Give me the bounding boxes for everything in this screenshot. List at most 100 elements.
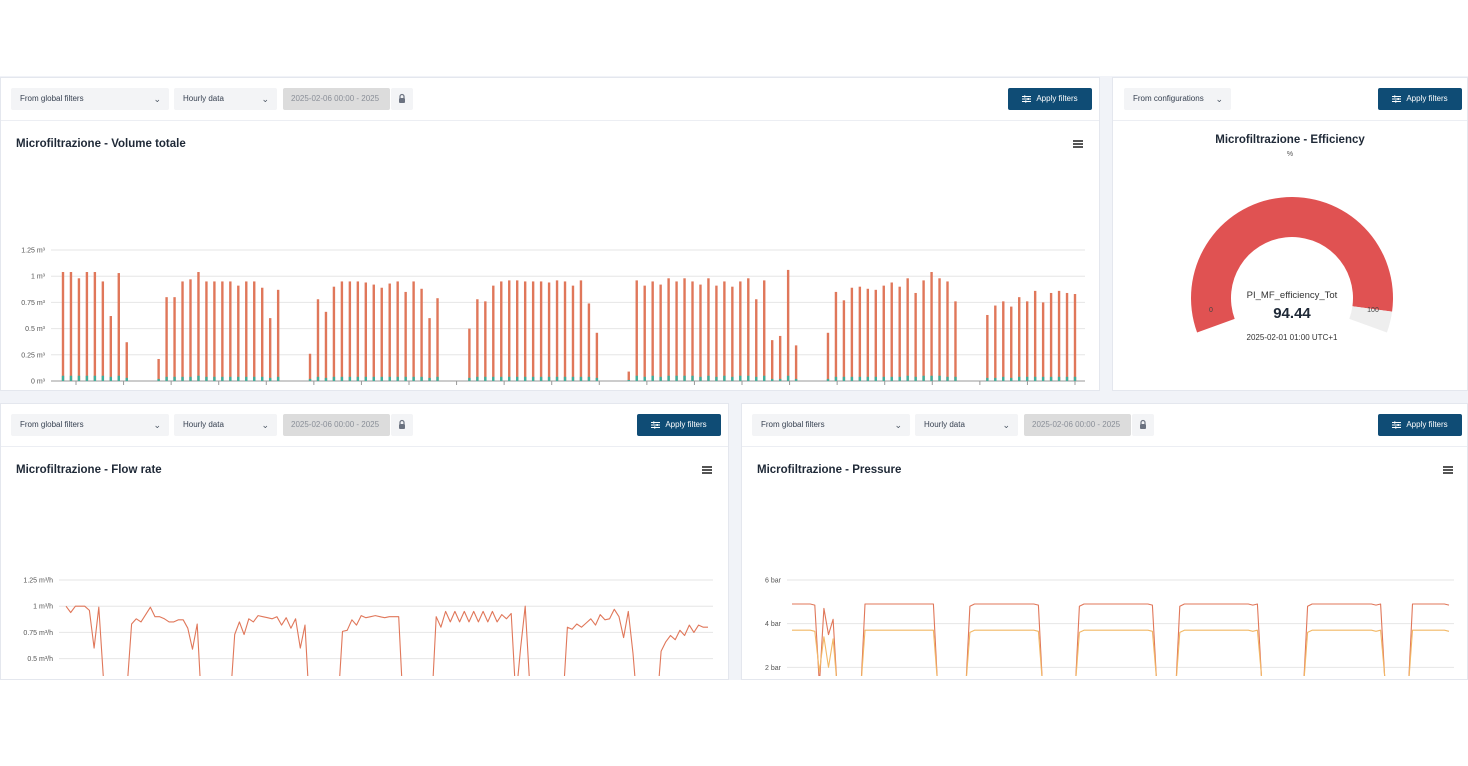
efficiency-panel: From configurations ⌄ Apply filters Micr… — [1112, 77, 1468, 391]
permeato-bar — [531, 281, 535, 381]
permeato-bar — [213, 281, 216, 381]
hourly-data-dropdown[interactable]: Hourly data ⌄ — [915, 414, 1018, 436]
lock-button[interactable] — [391, 88, 413, 110]
permeato-bar — [946, 281, 949, 381]
concentrato-bar — [117, 375, 120, 381]
gauge-min-label: 0 — [1209, 307, 1213, 314]
global-filters-label: From global filters — [20, 420, 84, 429]
concentrato-bar — [1025, 376, 1029, 381]
y-tick-label: 2 bar — [765, 665, 782, 672]
concentrato-bar — [77, 375, 81, 381]
permeato-bar — [253, 281, 256, 381]
gauge-value: 94.44 — [1273, 305, 1311, 322]
concentrato-bar — [125, 377, 128, 381]
permeato-bar — [914, 292, 917, 381]
permeato-bar — [938, 278, 941, 381]
sliders-icon — [651, 421, 661, 429]
lock-button[interactable] — [391, 414, 413, 436]
hourly-data-dropdown[interactable]: Hourly data ⌄ — [174, 414, 277, 436]
concentrato-bar — [914, 376, 917, 381]
flow-chart-title: Microfiltrazione - Flow rate — [16, 464, 162, 476]
permeato-bar — [755, 299, 758, 381]
permeato-bar — [715, 285, 718, 381]
concentrato-bar — [635, 375, 638, 381]
permeato-bar — [500, 281, 503, 381]
permeato-bar — [763, 280, 766, 381]
hourly-data-dropdown[interactable]: Hourly data ⌄ — [174, 88, 277, 110]
concentrato-bar — [93, 375, 97, 381]
permeato-bar — [747, 278, 750, 381]
concentrato-bar — [181, 376, 184, 381]
permeato-bar — [380, 287, 383, 381]
permeato-bar — [348, 281, 352, 381]
concentrato-bar — [826, 378, 830, 381]
permeato-bar — [1010, 306, 1013, 381]
configurations-dropdown[interactable]: From configurations ⌄ — [1124, 88, 1231, 110]
permeato-bar — [842, 300, 846, 381]
apply-filters-button[interactable]: Apply filters — [637, 414, 721, 436]
permeato-bar — [547, 282, 551, 381]
permeato-bar — [117, 273, 120, 381]
date-range-field[interactable]: 2025-02-06 00:00 - 2025 — [283, 414, 390, 436]
permeato-bar — [874, 289, 877, 381]
lock-icon — [399, 93, 405, 103]
permeato-bar — [61, 272, 65, 381]
concentrato-bar — [436, 376, 439, 381]
y-tick-label: 1 m³/h — [33, 604, 53, 611]
pressure-filter-bar: From global filters ⌄ Hourly data ⌄ 2025… — [742, 404, 1467, 447]
concentrato-bar — [268, 377, 272, 381]
permeato-bar — [667, 278, 670, 381]
lock-icon — [399, 419, 405, 429]
permeato-bar — [922, 280, 925, 381]
global-filters-dropdown[interactable]: From global filters ⌄ — [752, 414, 910, 436]
concentrato-bar — [173, 376, 176, 381]
permeato-bar — [109, 316, 113, 381]
chart-menu-icon[interactable] — [1073, 140, 1083, 148]
permeato-bar — [1002, 301, 1005, 381]
permeato-bar — [189, 279, 192, 381]
permeato-bar — [563, 281, 567, 381]
series-line-concentrato — [792, 629, 1450, 676]
concentrato-bar — [747, 375, 750, 381]
permeato-bar — [1041, 302, 1045, 381]
permeato-bar — [723, 281, 726, 381]
global-filters-dropdown[interactable]: From global filters ⌄ — [11, 88, 169, 110]
concentrato-bar — [109, 376, 113, 381]
apply-filters-button[interactable]: Apply filters — [1378, 414, 1462, 436]
permeato-bar — [683, 278, 686, 381]
permeato-bar — [85, 272, 89, 381]
concentrato-bar — [484, 376, 487, 381]
efficiency-chart-title: Microfiltrazione - Efficiency — [1215, 134, 1365, 146]
chart-menu-icon[interactable] — [1443, 466, 1453, 474]
permeato-bar — [101, 281, 105, 381]
apply-filters-button[interactable]: Apply filters — [1378, 88, 1462, 110]
permeato-bar — [523, 281, 527, 381]
concentrato-bar — [938, 375, 941, 381]
permeato-bar — [834, 291, 838, 381]
permeato-bar — [587, 303, 591, 381]
permeato-bar — [237, 285, 240, 381]
concentrato-bar — [316, 376, 320, 381]
permeato-bar — [986, 314, 989, 381]
permeato-bar — [245, 281, 248, 381]
lock-button[interactable] — [1132, 414, 1154, 436]
chevron-down-icon: ⌄ — [1215, 94, 1223, 104]
concentrato-bar — [165, 376, 168, 381]
permeato-bar — [340, 281, 344, 381]
global-filters-dropdown[interactable]: From global filters ⌄ — [11, 414, 169, 436]
permeato-bar — [396, 281, 399, 381]
concentrato-bar — [324, 377, 328, 381]
date-range-field[interactable]: 2025-02-06 00:00 - 2025 — [283, 88, 390, 110]
permeato-bar — [388, 283, 391, 381]
chart-menu-icon[interactable] — [702, 466, 712, 474]
concentrato-bar — [404, 376, 407, 381]
permeato-bar — [595, 332, 599, 381]
permeato-bar — [627, 371, 630, 381]
date-range-field[interactable]: 2025-02-06 00:00 - 2025 — [1024, 414, 1131, 436]
concentrato-bar — [699, 376, 702, 381]
apply-filters-button[interactable]: Apply filters — [1008, 88, 1092, 110]
y-tick-label: 0.5 m³/h — [27, 656, 53, 663]
concentrato-bar — [276, 376, 280, 381]
permeato-bar — [492, 285, 495, 381]
concentrato-bar — [85, 375, 89, 381]
